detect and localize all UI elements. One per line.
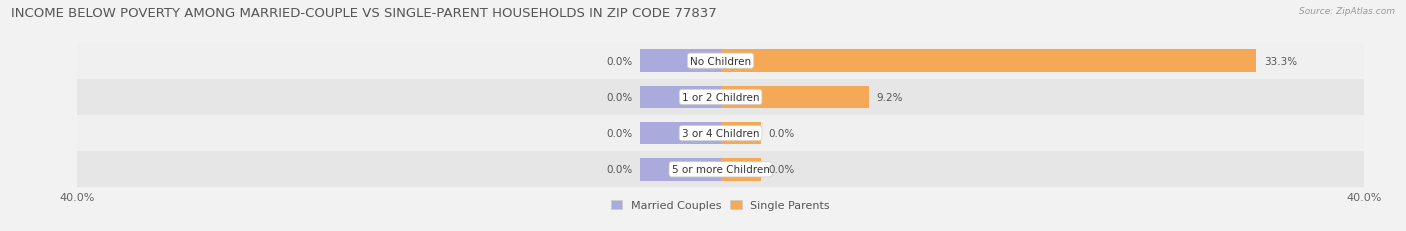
Text: INCOME BELOW POVERTY AMONG MARRIED-COUPLE VS SINGLE-PARENT HOUSEHOLDS IN ZIP COD: INCOME BELOW POVERTY AMONG MARRIED-COUPL… xyxy=(11,7,717,20)
Text: 5 or more Children: 5 or more Children xyxy=(672,165,769,175)
Bar xyxy=(640,122,721,145)
Bar xyxy=(640,158,721,181)
Text: 0.0%: 0.0% xyxy=(606,56,633,66)
Text: 0.0%: 0.0% xyxy=(606,92,633,103)
Text: 0.0%: 0.0% xyxy=(606,165,633,175)
Bar xyxy=(721,158,761,181)
Text: 0.0%: 0.0% xyxy=(769,165,794,175)
Text: 9.2%: 9.2% xyxy=(876,92,903,103)
Text: 0.0%: 0.0% xyxy=(769,128,794,139)
Bar xyxy=(640,50,721,73)
Bar xyxy=(77,43,1364,79)
Bar xyxy=(721,86,869,109)
Text: 33.3%: 33.3% xyxy=(1264,56,1298,66)
Bar xyxy=(77,79,1364,116)
Bar xyxy=(77,152,1364,188)
Legend: Married Couples, Single Parents: Married Couples, Single Parents xyxy=(612,201,830,210)
Text: 1 or 2 Children: 1 or 2 Children xyxy=(682,92,759,103)
Bar xyxy=(721,122,761,145)
Text: 3 or 4 Children: 3 or 4 Children xyxy=(682,128,759,139)
Bar xyxy=(640,86,721,109)
Text: No Children: No Children xyxy=(690,56,751,66)
Bar xyxy=(721,50,1256,73)
Text: Source: ZipAtlas.com: Source: ZipAtlas.com xyxy=(1299,7,1395,16)
Bar xyxy=(77,116,1364,152)
Text: 0.0%: 0.0% xyxy=(606,128,633,139)
